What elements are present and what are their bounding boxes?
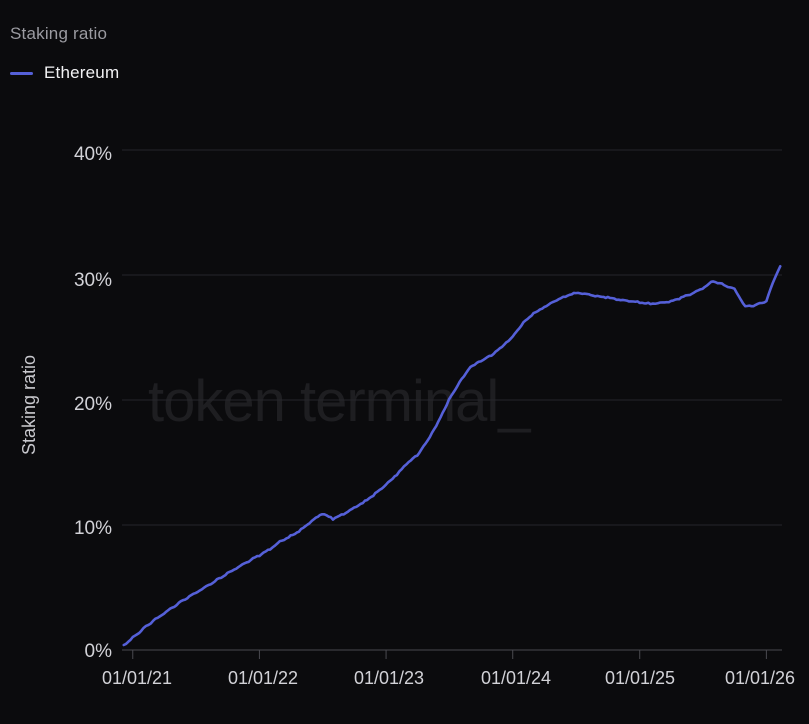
y-tick-label: 40% xyxy=(73,144,112,165)
y-tick-label: 0% xyxy=(84,641,112,662)
y-axis-tick-labels: 40% 30% 20% 10% 0% xyxy=(0,0,112,724)
y-tick-label: 20% xyxy=(73,394,112,415)
x-tick-label: 01/01/24 xyxy=(480,668,552,688)
series-line-ethereum[interactable] xyxy=(122,264,782,647)
legend-line-swatch-icon xyxy=(10,71,33,75)
x-tick-label: 01/01/25 xyxy=(604,668,676,688)
watermark: token terminal_ xyxy=(148,369,531,434)
x-tick-label: 01/01/23 xyxy=(353,668,425,688)
legend-item-label: Ethereum xyxy=(44,63,120,82)
y-tick-label: 10% xyxy=(73,518,112,539)
chart-title: Staking ratio xyxy=(10,24,108,43)
x-tick-label: 01/01/21 xyxy=(101,668,173,688)
chart-legend[interactable]: Ethereum xyxy=(10,60,119,86)
x-tick-label: 01/01/26 xyxy=(724,668,796,688)
y-tick-label: 30% xyxy=(73,270,112,291)
x-tick-label: 01/01/22 xyxy=(227,668,299,688)
